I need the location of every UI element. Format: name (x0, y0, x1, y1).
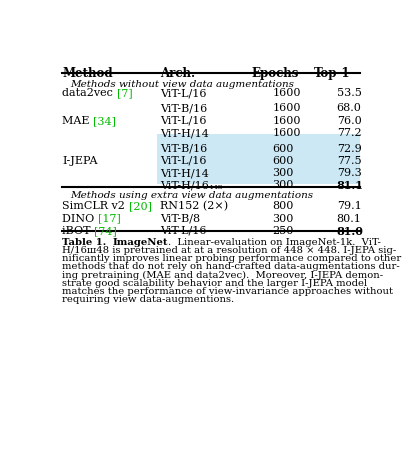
Text: 79.1: 79.1 (337, 201, 361, 211)
Text: Methods using extra view data augmentations: Methods using extra view data augmentati… (70, 190, 313, 200)
Text: 300: 300 (272, 180, 294, 190)
Text: ViT-H/14: ViT-H/14 (160, 128, 209, 138)
Text: 600: 600 (272, 156, 294, 166)
Text: 76.0: 76.0 (337, 116, 361, 126)
Text: [17]: [17] (98, 214, 121, 224)
Text: methods that do not rely on hand-crafted data-augmentations dur-: methods that do not rely on hand-crafted… (62, 262, 400, 271)
Text: 81.1: 81.1 (337, 180, 363, 192)
Text: ImageNet: ImageNet (113, 238, 169, 247)
Text: MAE: MAE (62, 116, 94, 126)
Text: 81.0: 81.0 (337, 226, 363, 237)
Text: ViT-B/16: ViT-B/16 (160, 104, 207, 114)
Text: 800: 800 (272, 201, 294, 211)
Text: 77.5: 77.5 (337, 156, 361, 166)
Text: .  Linear-evaluation on ImageNet-1k.  ViT-: . Linear-evaluation on ImageNet-1k. ViT- (169, 238, 381, 247)
Text: RN152 (2×): RN152 (2×) (160, 201, 228, 211)
Text: 300: 300 (272, 168, 294, 178)
Text: 1600: 1600 (272, 116, 301, 126)
Text: Arch.: Arch. (160, 67, 195, 80)
Text: 600: 600 (272, 144, 294, 154)
Text: 80.1: 80.1 (337, 214, 362, 224)
Text: Epochs: Epochs (251, 67, 299, 80)
Text: 68.0: 68.0 (337, 104, 362, 114)
Text: matches the performance of view-invariance approaches without: matches the performance of view-invarian… (62, 287, 393, 296)
Bar (157, 133, 360, 184)
Text: SimCLR v2: SimCLR v2 (62, 201, 129, 211)
Text: ViT-B/8: ViT-B/8 (160, 214, 200, 224)
Text: ViT-L/16: ViT-L/16 (160, 116, 206, 126)
Text: data2vec: data2vec (62, 88, 117, 98)
Text: DINO: DINO (62, 214, 98, 224)
Text: Table 1.: Table 1. (62, 238, 107, 247)
Text: 250: 250 (272, 226, 294, 236)
Text: Top-1: Top-1 (314, 67, 350, 80)
Text: 1600: 1600 (272, 104, 301, 114)
Text: ViT-H/16₄₄₈: ViT-H/16₄₄₈ (160, 180, 222, 190)
Text: [20]: [20] (129, 201, 152, 211)
Text: I-JEPA: I-JEPA (62, 156, 98, 166)
Text: [7]: [7] (117, 88, 133, 98)
Text: 79.3: 79.3 (337, 168, 361, 178)
Text: ViT-B/16: ViT-B/16 (160, 144, 207, 154)
Text: 77.2: 77.2 (337, 128, 361, 138)
Text: ViT-L/16: ViT-L/16 (160, 156, 206, 166)
Text: 300: 300 (272, 214, 294, 224)
Text: 72.9: 72.9 (337, 144, 361, 154)
Text: ViT-L/16: ViT-L/16 (160, 226, 206, 236)
Text: nificantly improves linear probing performance compared to other: nificantly improves linear probing perfo… (62, 254, 402, 263)
Text: iBOT: iBOT (62, 226, 94, 236)
Text: ViT-H/14: ViT-H/14 (160, 168, 209, 178)
Text: requiring view data-augmentions.: requiring view data-augmentions. (62, 295, 234, 304)
Text: Methods without view data augmentations: Methods without view data augmentations (70, 80, 294, 89)
Text: [74]: [74] (94, 226, 117, 236)
Text: strate good scalability behavior and the larger I-JEPA model: strate good scalability behavior and the… (62, 279, 368, 288)
Text: 53.5: 53.5 (337, 88, 362, 98)
Text: [34]: [34] (94, 116, 116, 126)
Text: H/16ш48 is pretrained at at a resolution of 448 × 448. I-JEPA sig-: H/16ш48 is pretrained at at a resolution… (62, 246, 397, 255)
Text: 1600: 1600 (272, 128, 301, 138)
Text: Method: Method (62, 67, 113, 80)
Text: 1600: 1600 (272, 88, 301, 98)
Text: ViT-L/16: ViT-L/16 (160, 88, 206, 98)
Text: ing pretraining (MAE and data2vec).  Moreover, I-JEPA demon-: ing pretraining (MAE and data2vec). More… (62, 270, 384, 280)
